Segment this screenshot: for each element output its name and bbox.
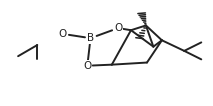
Text: O: O: [114, 23, 122, 33]
Text: O: O: [59, 29, 67, 39]
Text: O: O: [83, 61, 91, 71]
Text: B: B: [87, 33, 94, 43]
